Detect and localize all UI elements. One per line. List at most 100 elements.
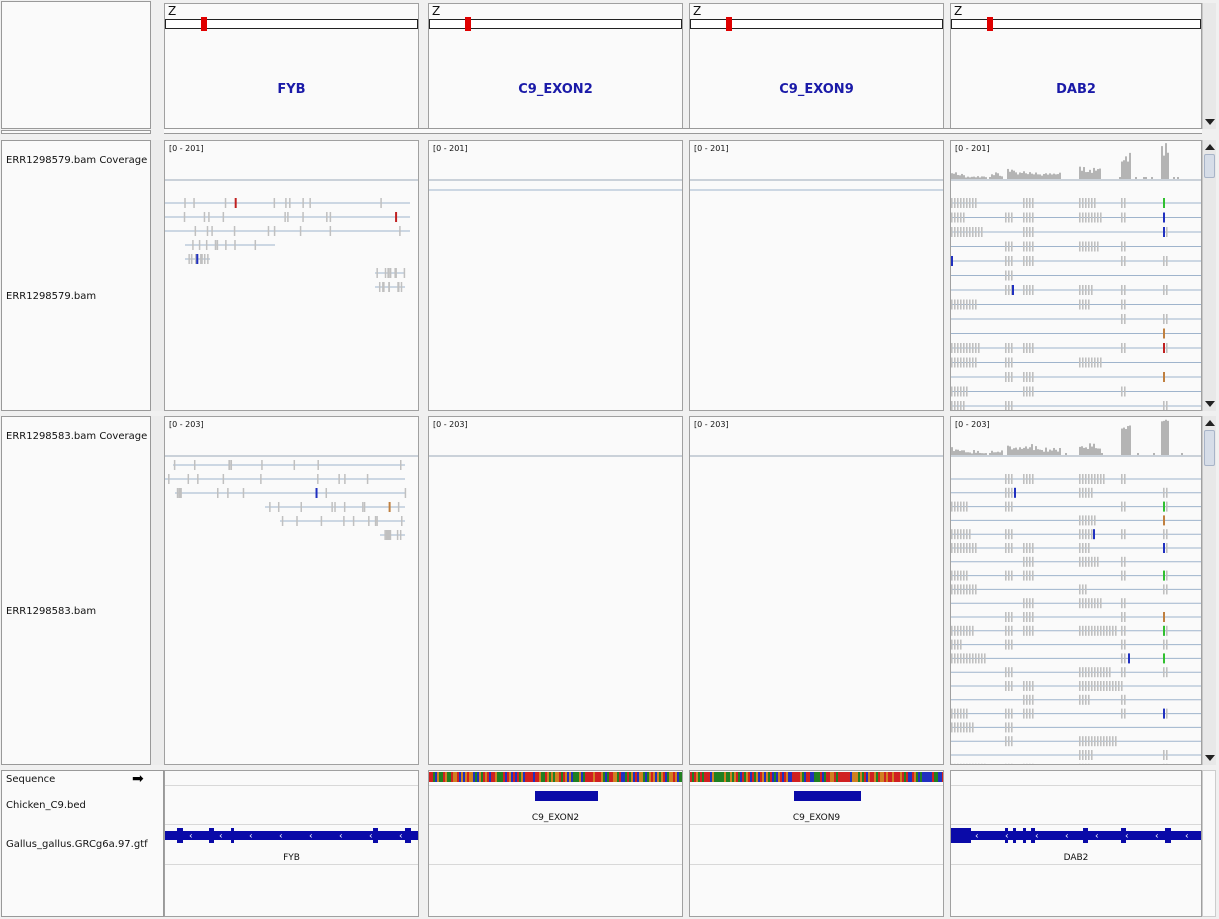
scroll-thumb[interactable]	[1204, 430, 1215, 466]
ideogram-position-marker	[726, 17, 732, 31]
coverage-data-range: [0 - 201]	[433, 144, 468, 153]
alignment-track-svg[interactable]	[951, 417, 1201, 764]
feature-track-svg[interactable]	[429, 771, 682, 916]
triangle-down-icon[interactable]	[1205, 401, 1215, 407]
gene-name-title[interactable]: DAB2	[1056, 82, 1096, 97]
svg-text:‹: ‹	[1185, 832, 1189, 842]
alignment-track-svg[interactable]	[690, 417, 943, 764]
track-separator	[165, 864, 418, 865]
sample1-name-panel: ERR1298579.bam Coverage ERR1298579.bam	[1, 140, 151, 411]
track-separator	[951, 824, 1201, 825]
track-label-sample1-coverage[interactable]: ERR1298579.bam Coverage	[6, 155, 148, 166]
gene-header-panel[interactable]: Z DAB2	[950, 3, 1202, 129]
svg-text:‹: ‹	[219, 832, 223, 842]
track-separator	[429, 785, 682, 786]
feature-scroll-area	[1202, 770, 1216, 917]
header-scrollbar[interactable]	[1202, 3, 1216, 129]
sample2-scrollbar[interactable]	[1202, 416, 1216, 765]
sample1-scrollbar[interactable]	[1202, 140, 1216, 411]
coverage-data-range: [0 - 203]	[955, 420, 990, 429]
alignment-panel[interactable]: [0 - 203]	[428, 416, 683, 765]
alignment-track-svg[interactable]	[165, 141, 418, 410]
gtf-feature-label: DAB2	[1063, 853, 1089, 863]
track-separator	[165, 785, 418, 786]
top-divider	[1, 130, 151, 134]
coverage-data-range: [0 - 201]	[694, 144, 729, 153]
track-label-sample2-bam[interactable]: ERR1298583.bam	[6, 606, 97, 617]
gene-name-title[interactable]: C9_EXON2	[518, 82, 593, 97]
feature-track-svg[interactable]: ‹ ‹ ‹ ‹ ‹ ‹ ‹ ‹	[165, 771, 418, 916]
gene-header-panel[interactable]: Z C9_EXON9	[689, 3, 944, 129]
feature-panel[interactable]: ‹ ‹ ‹ ‹ ‹ ‹ ‹ ‹ FYB	[164, 770, 419, 917]
track-separator	[690, 824, 943, 825]
alignment-track-svg[interactable]	[165, 417, 418, 764]
alignment-panel[interactable]: [0 - 203]	[950, 416, 1202, 765]
feature-track-svg[interactable]: ‹ ‹ ‹ ‹ ‹ ‹ ‹ ‹	[951, 771, 1201, 916]
sample2-attribute-column	[151, 416, 164, 765]
feature-panel[interactable]: ‹ ‹ ‹ ‹ ‹ ‹ ‹ ‹ DAB2	[950, 770, 1202, 917]
feature-track-svg[interactable]	[690, 771, 943, 916]
alignment-track-svg[interactable]	[690, 141, 943, 410]
track-separator	[690, 785, 943, 786]
triangle-up-icon[interactable]	[1205, 144, 1215, 150]
svg-text:‹: ‹	[189, 832, 193, 842]
ideogram-position-marker	[465, 17, 471, 31]
ideogram-position-marker	[201, 17, 207, 31]
alignment-track-svg[interactable]	[429, 417, 682, 764]
arrow-right-icon[interactable]: ➡	[132, 771, 144, 787]
sample2-name-panel: ERR1298583.bam Coverage ERR1298583.bam	[1, 416, 151, 765]
track-separator	[429, 824, 682, 825]
track-separator	[429, 864, 682, 865]
svg-text:‹: ‹	[1035, 832, 1039, 842]
coverage-data-range: [0 - 203]	[169, 420, 204, 429]
chromosome-ideogram[interactable]	[951, 17, 1201, 31]
gene-header-panel[interactable]: Z FYB	[164, 3, 419, 129]
feature-panel[interactable]: C9_EXON9	[689, 770, 944, 917]
svg-text:‹: ‹	[975, 832, 979, 842]
feature-name-panel: Sequence ➡ Chicken_C9.bed Gallus_gallus.…	[1, 770, 164, 917]
header-divider	[164, 128, 1202, 134]
bed-feature-label: C9_EXON9	[792, 813, 841, 823]
top-name-panel	[1, 1, 151, 129]
gene-header-panel[interactable]: Z C9_EXON2	[428, 3, 683, 129]
svg-text:‹: ‹	[1155, 832, 1159, 842]
track-label-sequence[interactable]: Sequence	[6, 774, 56, 785]
alignment-panel[interactable]: [0 - 203]	[689, 416, 944, 765]
svg-text:‹: ‹	[309, 832, 313, 842]
scroll-thumb[interactable]	[1204, 154, 1215, 178]
bed-feature-label: C9_EXON2	[531, 813, 580, 823]
chromosome-ideogram[interactable]	[690, 17, 943, 31]
alignment-track-svg[interactable]	[951, 141, 1201, 410]
alignment-panel[interactable]: [0 - 201]	[428, 140, 683, 411]
chromosome-label: Z	[432, 4, 441, 18]
alignment-panel[interactable]: [0 - 203]	[164, 416, 419, 765]
svg-text:‹: ‹	[1095, 832, 1099, 842]
svg-text:‹: ‹	[399, 832, 403, 842]
alignment-track-svg[interactable]	[429, 141, 682, 410]
coverage-data-range: [0 - 203]	[694, 420, 729, 429]
alignment-panel[interactable]: [0 - 201]	[950, 140, 1202, 411]
alignment-panel[interactable]: [0 - 201]	[164, 140, 419, 411]
track-label-bed[interactable]: Chicken_C9.bed	[6, 800, 86, 811]
track-label-gtf[interactable]: Gallus_gallus.GRCg6a.97.gtf	[6, 839, 148, 850]
coverage-data-range: [0 - 203]	[433, 420, 468, 429]
track-separator	[951, 785, 1201, 786]
triangle-down-icon[interactable]	[1205, 755, 1215, 761]
triangle-down-icon[interactable]	[1205, 119, 1215, 125]
track-separator	[690, 864, 943, 865]
triangle-up-icon[interactable]	[1205, 420, 1215, 426]
svg-text:‹: ‹	[1005, 832, 1009, 842]
chromosome-label: Z	[168, 4, 177, 18]
gene-name-title[interactable]: FYB	[277, 82, 306, 97]
svg-text:‹: ‹	[1125, 832, 1129, 842]
track-label-sample2-coverage[interactable]: ERR1298583.bam Coverage	[6, 431, 148, 442]
alignment-panel[interactable]: [0 - 201]	[689, 140, 944, 411]
track-label-sample1-bam[interactable]: ERR1298579.bam	[6, 291, 97, 302]
svg-text:‹: ‹	[369, 832, 373, 842]
track-separator	[165, 824, 418, 825]
gene-name-title[interactable]: C9_EXON9	[779, 82, 854, 97]
chromosome-ideogram[interactable]	[165, 17, 418, 31]
chromosome-label: Z	[693, 4, 702, 18]
chromosome-ideogram[interactable]	[429, 17, 682, 31]
feature-panel[interactable]: C9_EXON2	[428, 770, 683, 917]
